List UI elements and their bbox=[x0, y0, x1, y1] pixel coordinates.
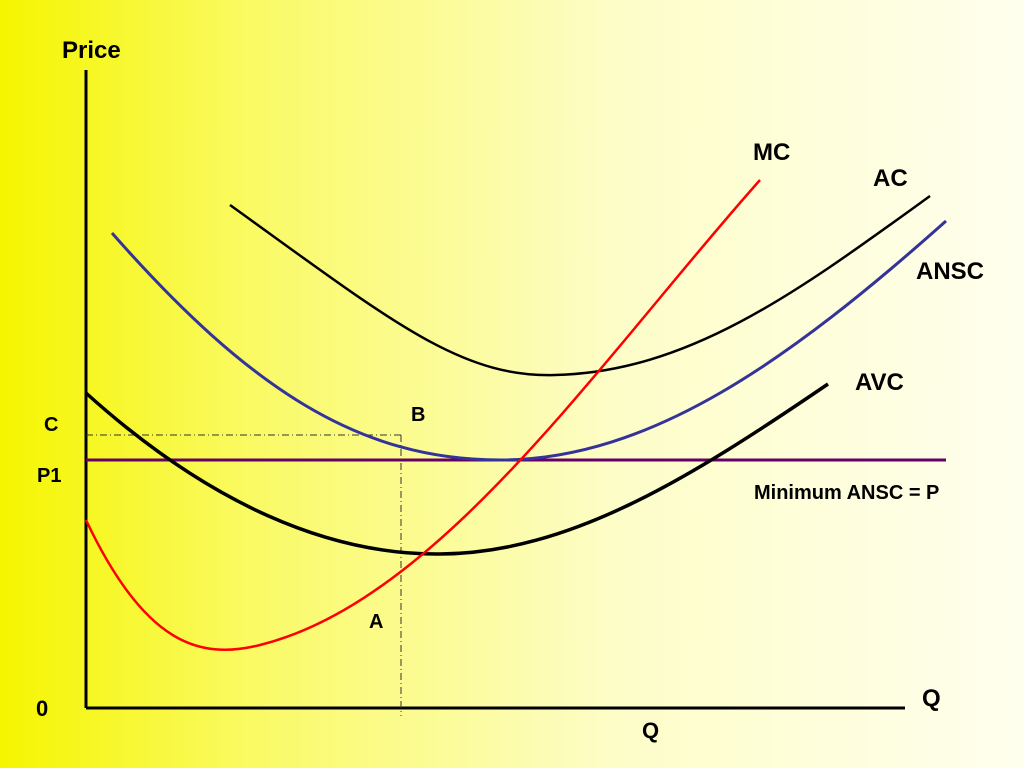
x-axis-label: Q bbox=[922, 685, 941, 712]
curve-avc bbox=[84, 382, 829, 556]
origin-label: 0 bbox=[36, 696, 48, 721]
quantity-q-label: Q bbox=[642, 718, 659, 743]
curve-ansc bbox=[110, 219, 947, 462]
price-p1-label: P1 bbox=[37, 465, 61, 487]
price-line-label: Minimum ANSC = P bbox=[754, 482, 939, 504]
y-axis-label: Price bbox=[62, 37, 121, 64]
curve-ac bbox=[229, 194, 931, 377]
curve-ansc-label: ANSC bbox=[916, 258, 984, 285]
curve-mc-label: MC bbox=[753, 139, 790, 166]
curve-avc-label: AVC bbox=[855, 369, 904, 396]
point-b-label: B bbox=[411, 404, 425, 426]
price-c-label: C bbox=[44, 414, 58, 436]
point-a-label: A bbox=[369, 611, 383, 633]
curve-mc bbox=[84, 179, 761, 651]
curve-ac-label: AC bbox=[873, 165, 908, 192]
